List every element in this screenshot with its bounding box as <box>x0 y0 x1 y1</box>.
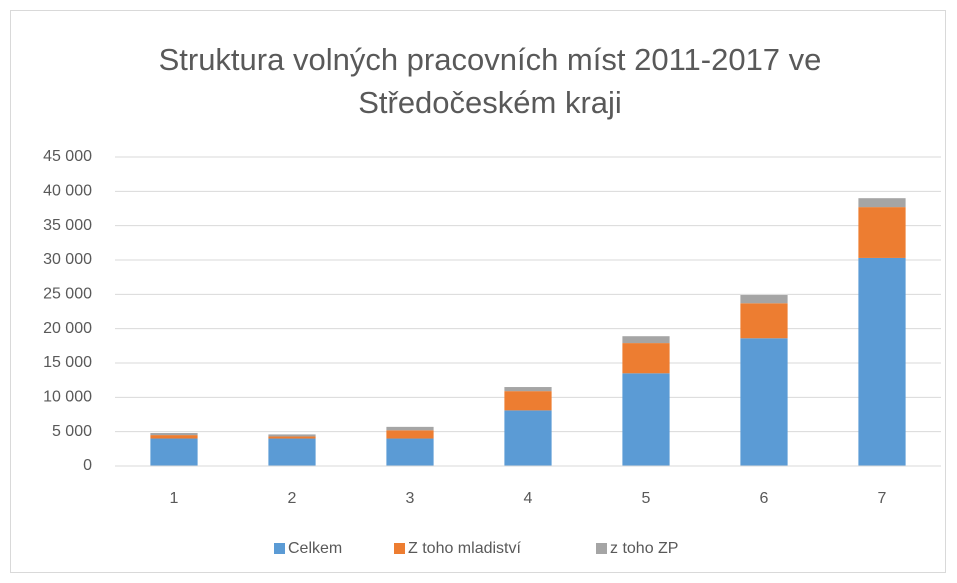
legend-label: Celkem <box>288 540 342 557</box>
bar-segment <box>268 438 316 466</box>
bar-segment <box>504 410 552 466</box>
y-tick-label: 5 000 <box>52 423 92 440</box>
chart-title: Středočeském kraji <box>358 85 622 120</box>
bar-segment <box>150 438 198 466</box>
bar-segment <box>386 430 434 439</box>
legend-swatch <box>394 543 405 554</box>
legend-label: z toho ZP <box>610 540 678 557</box>
bar-segment <box>268 434 316 437</box>
y-tick-label: 20 000 <box>43 320 92 337</box>
legend-swatch <box>596 543 607 554</box>
x-tick-label: 7 <box>878 490 887 507</box>
bar-segment <box>858 207 906 258</box>
bar-segment <box>740 303 788 339</box>
y-tick-label: 15 000 <box>43 354 92 371</box>
y-tick-label: 35 000 <box>43 217 92 234</box>
bar-segment <box>740 338 788 466</box>
x-tick-label: 6 <box>760 490 769 507</box>
x-tick-label: 3 <box>406 490 415 507</box>
y-tick-label: 10 000 <box>43 389 92 406</box>
y-tick-label: 0 <box>83 457 92 474</box>
y-tick-label: 40 000 <box>43 183 92 200</box>
chart-title: Struktura volných pracovních míst 2011-2… <box>159 42 822 77</box>
y-tick-label: 30 000 <box>43 251 92 268</box>
bar-segment <box>504 387 552 392</box>
chart-border <box>10 10 946 573</box>
bar-segment <box>858 257 906 466</box>
bar-segment <box>740 295 788 304</box>
x-tick-label: 5 <box>642 490 651 507</box>
bar-segment <box>386 438 434 466</box>
legend-label: Z toho mladiství <box>408 540 521 557</box>
bar-segment <box>622 373 670 466</box>
bar-segment <box>386 426 434 431</box>
bar-segment <box>150 435 198 439</box>
bar-segment <box>504 391 552 411</box>
bar-segment <box>150 433 198 436</box>
bar-segment <box>858 198 906 208</box>
y-tick-label: 25 000 <box>43 286 92 303</box>
x-tick-label: 2 <box>288 490 297 507</box>
x-tick-label: 1 <box>170 490 179 507</box>
bar-segment <box>622 336 670 344</box>
legend-swatch <box>274 543 285 554</box>
bar-segment <box>622 343 670 374</box>
y-tick-label: 45 000 <box>43 148 92 165</box>
bar-segment <box>268 436 316 439</box>
x-tick-label: 4 <box>524 490 533 507</box>
